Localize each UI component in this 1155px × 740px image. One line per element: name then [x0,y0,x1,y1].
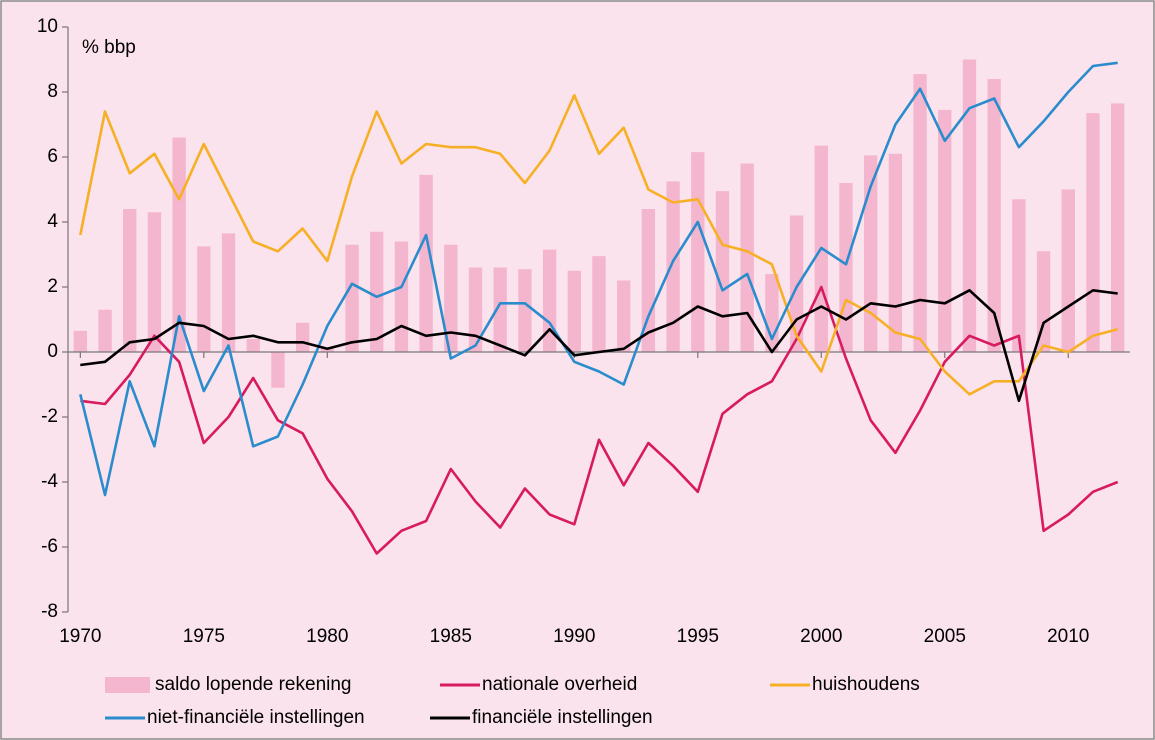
bar [740,163,754,352]
legend-label: niet-financiële instellingen [147,707,365,728]
x-tick-label: 1990 [553,626,595,647]
bar [666,181,680,352]
legend-label: saldo lopende rekening [155,674,352,695]
legend-label: nationale overheid [482,674,637,695]
bar [271,352,285,388]
y-tick-label: 8 [47,81,58,102]
y-tick-label: -2 [41,406,58,427]
bar [913,74,927,352]
y-tick-label: 2 [47,276,58,297]
x-tick-label: 2000 [800,626,842,647]
y-tick-label: 6 [47,146,58,167]
bar [147,212,162,352]
bar [542,249,557,352]
y-tick-label: 0 [47,341,58,362]
line-series [79,61,1118,497]
bar [320,348,334,352]
bar [691,152,705,352]
bar [394,241,409,352]
bar [345,244,359,352]
bar [715,191,730,352]
bar [765,274,779,352]
bar [641,209,656,352]
bar [493,267,507,352]
y-tick-label: -6 [41,536,58,557]
bar [419,174,433,352]
line-series [80,289,1118,403]
bar [1110,103,1125,352]
bar [888,153,903,352]
x-tick-label: 1980 [306,626,348,647]
bar [444,244,458,352]
x-tick-label: 2005 [924,626,966,647]
legend-swatch [105,677,150,693]
y-tick-label: -4 [41,471,58,492]
x-tick-label: 1970 [59,626,101,647]
bar [987,79,1001,352]
bar [1012,199,1026,352]
line-series [79,94,1119,396]
bar [1036,251,1051,352]
bar [370,231,384,352]
bar [468,267,483,352]
x-tick-label: 1995 [677,626,719,647]
x-tick-label: 2010 [1047,626,1089,647]
bar [246,339,260,352]
x-tick-label: 1985 [430,626,472,647]
x-tick-label: 1975 [183,626,225,647]
bar [518,269,532,352]
y-unit-annotation: % bbp [82,37,136,58]
line-series [80,285,1119,555]
legend-label: financiële instellingen [472,707,653,728]
bar [839,183,853,352]
bar [73,330,88,352]
y-tick-label: 4 [47,211,58,232]
bar [592,256,606,352]
bar [567,270,581,352]
bar [197,246,211,352]
bar [1061,189,1075,352]
bar [617,280,631,352]
bar [938,109,952,352]
bar [295,322,310,352]
bar [98,309,112,352]
bar [221,233,236,352]
bar [123,209,137,352]
bar [1086,113,1100,352]
y-tick-label: -8 [41,601,58,622]
legend-label: huishoudens [812,674,920,695]
bar [962,59,977,352]
y-tick-label: 10 [37,16,58,37]
